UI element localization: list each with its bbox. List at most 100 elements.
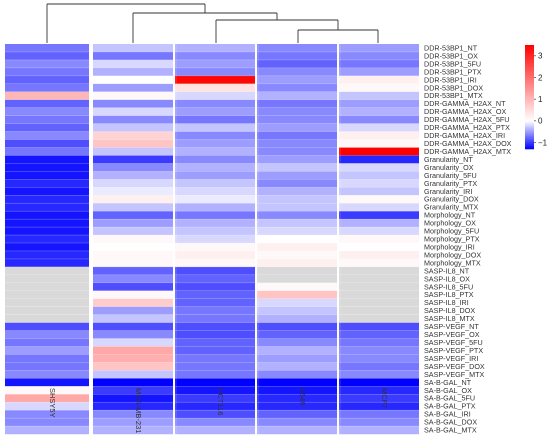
heatmap-cell xyxy=(339,243,419,252)
legend-color-step xyxy=(525,133,534,135)
heatmap-cell xyxy=(5,250,89,260)
heatmap-cell xyxy=(257,51,337,61)
legend-tick-label: 3 xyxy=(538,52,543,61)
legend-color-step xyxy=(525,123,534,125)
heatmap-cell xyxy=(257,290,337,299)
legend-color-step xyxy=(525,82,534,85)
heatmap-cell xyxy=(339,235,419,244)
heatmap-cell xyxy=(175,426,255,435)
legend-color-step xyxy=(525,100,534,103)
row-label: SA-B-GAL_OX xyxy=(424,386,472,395)
heatmap-cell xyxy=(5,402,89,411)
heatmap-cell xyxy=(93,386,173,395)
heatmap-cell xyxy=(339,394,419,403)
row-label: Granularity_5FU xyxy=(424,171,477,180)
heatmap-cell xyxy=(93,378,173,387)
legend-color-step xyxy=(525,89,534,91)
heatmap-cell xyxy=(339,163,419,172)
heatmap-cell xyxy=(339,195,419,204)
heatmap-cell xyxy=(339,227,419,236)
legend-color-step xyxy=(525,64,534,67)
heatmap-cell xyxy=(339,298,419,307)
heatmap-cell xyxy=(175,139,255,148)
color-legend: −1 0 1 2 3 xyxy=(525,45,548,150)
heatmap-cell xyxy=(175,211,255,220)
heatmap-cell xyxy=(175,394,255,403)
heatmap-cell xyxy=(257,203,337,212)
heatmap-cell xyxy=(93,147,173,156)
legend-color-step xyxy=(525,95,534,98)
heatmap-cell xyxy=(93,139,173,148)
heatmap-cell xyxy=(5,266,89,276)
heatmap-cell xyxy=(5,306,89,315)
heatmap-cell xyxy=(5,139,89,148)
heatmap-cell xyxy=(339,426,419,435)
heatmap-cell xyxy=(175,44,255,53)
heatmap-cell xyxy=(93,99,173,108)
row-labels: DDR-53BP1_NTDDR-53BP1_OXDDR-53BP1_5FUDDR… xyxy=(424,43,512,434)
legend-tick-label: 0 xyxy=(538,117,543,126)
legend-color-step xyxy=(525,87,534,90)
row-label: SASP-VEGF_IRI xyxy=(424,354,478,363)
legend-color-step xyxy=(525,102,534,104)
heatmap-cell xyxy=(5,378,89,387)
heatmap-cell xyxy=(175,370,255,379)
heatmap-cell xyxy=(257,44,337,53)
heatmap-cell xyxy=(339,107,419,116)
heatmap-cell xyxy=(257,306,337,315)
legend-color-step xyxy=(525,63,534,65)
legend-color-step xyxy=(525,110,534,112)
heatmap-cell xyxy=(93,346,173,355)
legend-color-step xyxy=(525,117,534,120)
heatmap-cell xyxy=(5,338,89,347)
heatmap-cell xyxy=(93,59,173,69)
legend-color-step xyxy=(525,97,534,99)
heatmap-cell xyxy=(257,282,337,291)
heatmap-cell xyxy=(257,107,337,116)
heatmap-cell xyxy=(339,410,419,419)
heatmap-cell xyxy=(93,298,173,307)
heatmap-cell xyxy=(175,314,255,323)
row-label: DDR-GAMMA_H2AX_OX xyxy=(424,107,506,116)
heatmap-cell xyxy=(257,131,337,140)
heatmap-cell xyxy=(339,123,419,132)
legend-color-step xyxy=(525,71,534,73)
heatmap-cell xyxy=(175,290,255,299)
heatmap-cell xyxy=(5,410,89,419)
legend-color-step xyxy=(525,104,534,107)
legend-color-step xyxy=(525,52,534,55)
heatmap-cell xyxy=(257,235,337,244)
heatmap-cell xyxy=(5,115,89,124)
heatmap-cell xyxy=(93,258,173,268)
heatmap-cell xyxy=(5,386,89,395)
heatmap-cell xyxy=(175,203,255,212)
heatmap-cell xyxy=(93,235,173,244)
heatmap-cell xyxy=(339,75,419,84)
heatmap-cell xyxy=(175,266,255,276)
heatmap-cell xyxy=(257,410,337,419)
heatmap-cell xyxy=(339,91,419,100)
heatmap-cell xyxy=(257,99,337,108)
heatmap-cell xyxy=(93,171,173,180)
row-label: DDR-53BP1_OX xyxy=(424,51,478,60)
heatmap-cell xyxy=(257,378,337,387)
heatmap-cell xyxy=(93,282,173,291)
legend-color-step xyxy=(525,145,534,147)
column-label: MDA-MB-231 xyxy=(134,388,143,433)
heatmap-cell xyxy=(257,195,337,204)
heatmap-cell xyxy=(93,123,173,132)
row-label: DDR-GAMMA_H2AX_NT xyxy=(424,99,506,108)
heatmap-cell xyxy=(5,155,89,164)
heatmap-cell xyxy=(5,418,89,427)
heatmap-cell xyxy=(175,91,255,100)
heatmap-cell xyxy=(93,418,173,427)
heatmap-cell xyxy=(339,155,419,164)
legend-color-step xyxy=(525,125,534,128)
heatmap-cell xyxy=(93,131,173,140)
heatmap-cell xyxy=(93,290,173,299)
heatmap-cell xyxy=(93,163,173,172)
heatmap-cell xyxy=(257,418,337,427)
heatmap-cell xyxy=(257,227,337,236)
heatmap-cell xyxy=(257,354,337,363)
heatmap-cell xyxy=(175,362,255,371)
